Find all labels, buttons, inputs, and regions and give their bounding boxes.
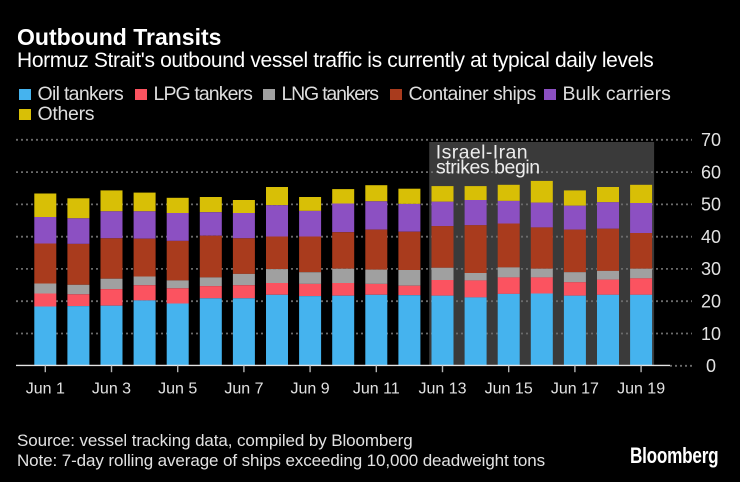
- svg-text:Israel-Iran: Israel-Iran: [436, 141, 528, 163]
- svg-text:60: 60: [701, 162, 721, 182]
- svg-text:20: 20: [701, 292, 721, 312]
- svg-text:Jun 11: Jun 11: [353, 381, 400, 398]
- svg-text:Jun 17: Jun 17: [551, 381, 599, 398]
- svg-text:Jun 3: Jun 3: [92, 381, 131, 398]
- svg-text:Jun 5: Jun 5: [158, 381, 197, 398]
- svg-text:10: 10: [701, 324, 721, 344]
- svg-text:Jun 13: Jun 13: [418, 381, 466, 398]
- svg-text:0: 0: [706, 356, 716, 376]
- svg-text:Jun 7: Jun 7: [224, 381, 263, 398]
- svg-text:50: 50: [701, 195, 721, 215]
- svg-text:70: 70: [701, 130, 721, 150]
- svg-text:Jun 15: Jun 15: [485, 381, 533, 398]
- svg-text:Jun 1: Jun 1: [26, 381, 65, 398]
- svg-text:30: 30: [701, 259, 721, 279]
- svg-text:Jun 9: Jun 9: [291, 381, 330, 398]
- svg-text:40: 40: [701, 227, 721, 247]
- svg-text:strikes begin: strikes begin: [436, 156, 540, 178]
- svg-text:Jun 19: Jun 19: [617, 381, 665, 398]
